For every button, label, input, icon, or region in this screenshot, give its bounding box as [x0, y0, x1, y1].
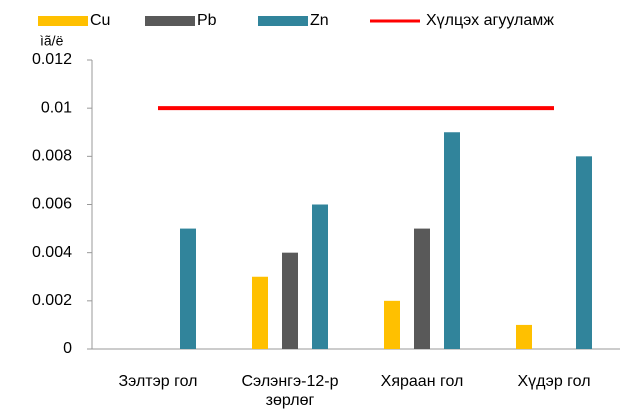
legend-swatch: [145, 16, 195, 26]
bar: [312, 204, 328, 349]
y-tick-label: 0.01: [41, 99, 72, 116]
x-tick-label: Зэлтэр гол: [118, 373, 198, 390]
bar: [576, 156, 592, 349]
y-tick-label: 0.006: [32, 196, 72, 213]
legend-swatch: [38, 16, 88, 26]
bar: [444, 132, 460, 349]
x-tick-label: Хяраан гол: [380, 373, 464, 390]
y-tick-label: 0.002: [32, 292, 72, 309]
y-tick-label: 0.012: [32, 51, 72, 68]
bar: [516, 324, 532, 349]
y-tick-label: 0: [63, 340, 72, 357]
bar: [282, 252, 298, 349]
legend-label: Хүлцэх агууламж: [426, 12, 554, 29]
bar: [414, 228, 430, 349]
legend-swatch: [258, 16, 308, 26]
y-tick-label: 0.004: [32, 244, 72, 261]
bar: [384, 300, 400, 349]
x-tick-label: Хүдэр гол: [517, 373, 591, 390]
legend-label: Zn: [310, 12, 329, 29]
y-axis-label: ìã/ë: [40, 33, 64, 49]
bar: [252, 276, 268, 349]
x-tick-label: Сэлэнгэ-12-р зөрлөг: [241, 373, 339, 409]
y-tick-label: 0.008: [32, 148, 72, 165]
legend-label: Cu: [90, 12, 110, 29]
legend-label: Pb: [197, 12, 217, 29]
bar: [180, 228, 196, 349]
